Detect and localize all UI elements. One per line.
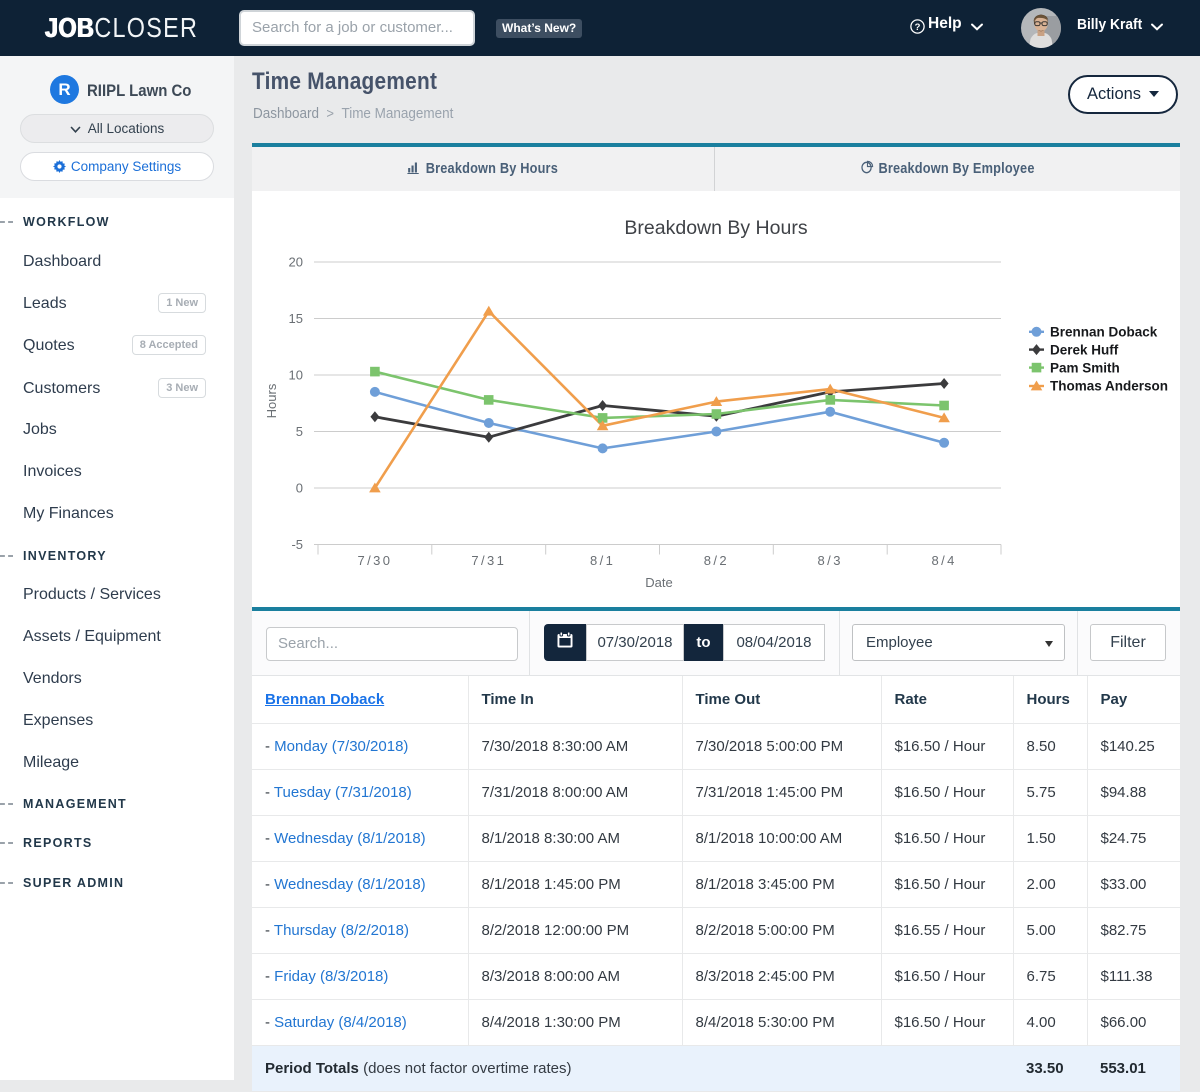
svg-text:15: 15 <box>289 311 303 326</box>
svg-text:20: 20 <box>289 255 303 270</box>
svg-text:Pam Smith: Pam Smith <box>1050 360 1120 375</box>
svg-text:Hours: Hours <box>264 383 279 418</box>
svg-text:Breakdown By Hours: Breakdown By Hours <box>624 217 807 239</box>
svg-text:?: ? <box>915 22 921 33</box>
svg-text:-5: -5 <box>291 537 303 552</box>
svg-text:7/30: 7/30 <box>357 553 392 568</box>
svg-text:7/31: 7/31 <box>471 553 506 568</box>
svg-text:Thomas Anderson: Thomas Anderson <box>1050 379 1168 394</box>
svg-text:5: 5 <box>296 424 303 439</box>
svg-text:8/3: 8/3 <box>818 553 843 568</box>
svg-text:8/2: 8/2 <box>704 553 729 568</box>
svg-text:0: 0 <box>296 481 303 496</box>
svg-text:Brennan Doback: Brennan Doback <box>1050 325 1158 340</box>
svg-text:10: 10 <box>289 368 303 383</box>
svg-text:Date: Date <box>645 575 672 590</box>
svg-text:8/1: 8/1 <box>590 553 615 568</box>
svg-text:Derek Huff: Derek Huff <box>1050 342 1119 357</box>
svg-text:8/4: 8/4 <box>931 553 956 568</box>
